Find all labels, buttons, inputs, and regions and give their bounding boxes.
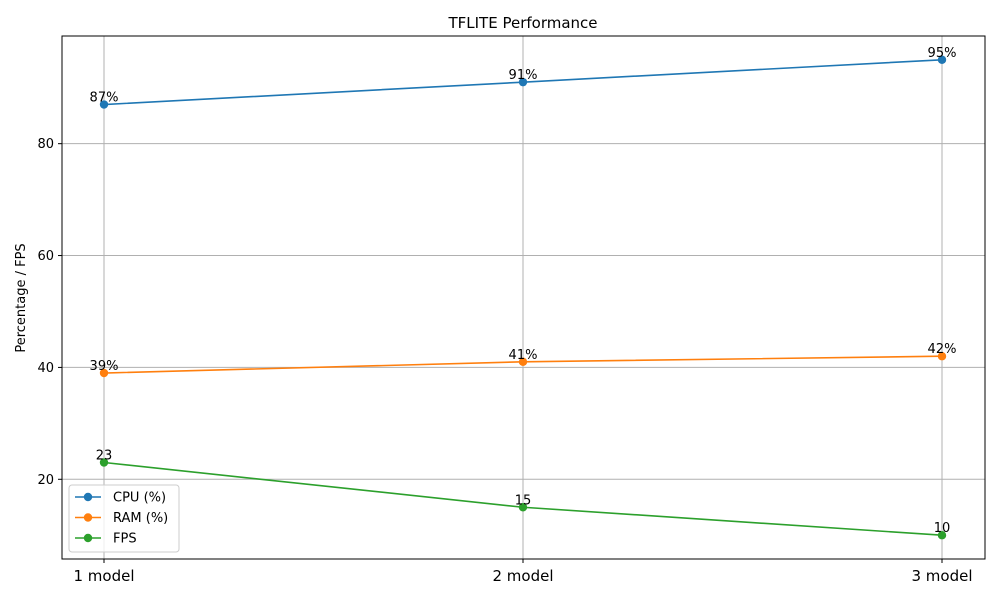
data-label: 15 bbox=[515, 493, 532, 508]
data-label: 87% bbox=[90, 91, 119, 106]
data-point bbox=[99, 458, 109, 467]
chart-title: TFLITE Performance bbox=[447, 14, 597, 32]
data-label: 95% bbox=[928, 46, 957, 61]
data-label: 23 bbox=[96, 449, 113, 464]
series-layer bbox=[99, 55, 947, 540]
y-tick-label: 40 bbox=[37, 361, 54, 376]
legend-marker bbox=[83, 533, 93, 543]
x-tick-label: 3 model bbox=[911, 567, 972, 585]
data-label: 39% bbox=[90, 359, 119, 374]
y-tick-label: 20 bbox=[37, 473, 54, 488]
legend-label: RAM (%) bbox=[113, 511, 168, 526]
data-point bbox=[518, 77, 528, 87]
axis-ticks-layer: 1 model 2 model 3 model 20 40 60 80 bbox=[37, 137, 972, 585]
y-tick-label: 80 bbox=[37, 137, 54, 152]
data-labels-layer: 87% 91% 95% 39% 41% 42% 23 15 10 bbox=[90, 46, 957, 536]
grid-layer bbox=[62, 36, 985, 559]
legend-label: CPU (%) bbox=[113, 491, 166, 506]
y-tick-label: 60 bbox=[37, 249, 54, 264]
legend-items: CPU (%) RAM (%) FPS bbox=[75, 491, 168, 547]
data-point bbox=[937, 531, 947, 540]
data-point bbox=[937, 55, 947, 64]
data-point bbox=[99, 100, 109, 109]
data-point bbox=[99, 368, 109, 378]
data-label: 10 bbox=[934, 521, 951, 536]
data-label: 41% bbox=[509, 348, 538, 363]
data-label: 42% bbox=[928, 342, 957, 357]
legend-label: FPS bbox=[113, 532, 137, 547]
y-axis-label: Percentage / FPS bbox=[14, 243, 29, 352]
data-label: 91% bbox=[509, 68, 538, 83]
data-point bbox=[518, 503, 528, 512]
x-tick-label: 2 model bbox=[492, 567, 553, 585]
data-point bbox=[518, 357, 528, 367]
legend: CPU (%) RAM (%) FPS bbox=[68, 484, 180, 553]
legend-marker bbox=[83, 492, 93, 502]
legend-box bbox=[68, 484, 180, 553]
x-tick-label: 1 model bbox=[73, 567, 134, 585]
legend-marker bbox=[83, 513, 93, 522]
data-point bbox=[937, 352, 947, 361]
